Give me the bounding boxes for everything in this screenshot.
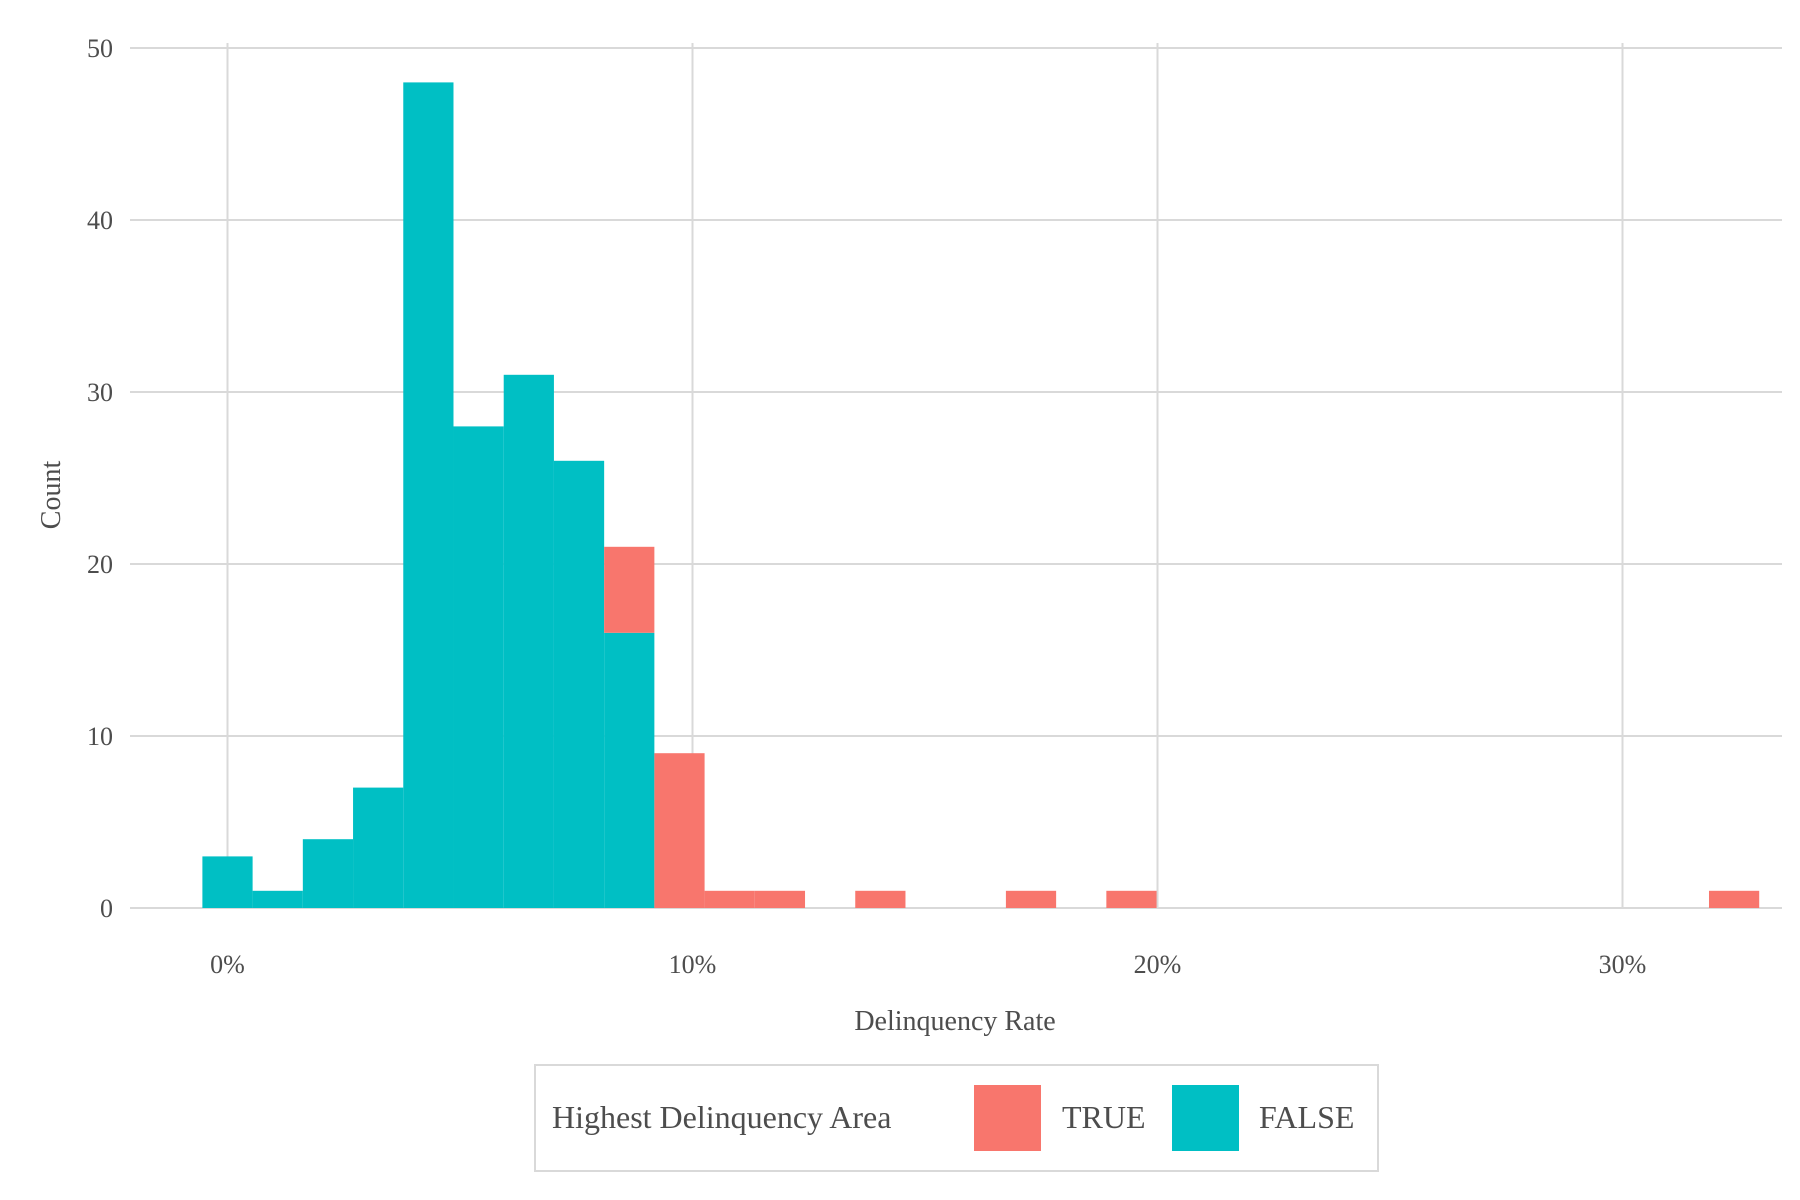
x-axis-title: Delinquency Rate bbox=[854, 1006, 1055, 1037]
y-tick-label-4: 40 bbox=[87, 206, 113, 235]
legend: Highest Delinquency Area TRUE FALSE bbox=[534, 1064, 1379, 1172]
x-tick-label-0: 0% bbox=[210, 950, 245, 979]
y-axis-ticks: 0 10 20 30 40 50 bbox=[87, 34, 113, 923]
bar-true-13 bbox=[855, 890, 906, 908]
bar-false-4 bbox=[403, 82, 454, 908]
legend-title: Highest Delinquency Area bbox=[552, 1099, 891, 1135]
histogram-bars bbox=[202, 82, 1760, 908]
y-tick-label-1: 10 bbox=[87, 722, 113, 751]
y-axis-title: Count bbox=[36, 461, 67, 530]
y-tick-label-5: 50 bbox=[87, 34, 113, 63]
bar-true-16 bbox=[1005, 890, 1057, 908]
bar-true-10 bbox=[704, 890, 755, 908]
legend-swatch-true bbox=[974, 1085, 1041, 1151]
legend-swatch-false bbox=[1172, 1085, 1239, 1151]
y-tick-label-3: 30 bbox=[87, 378, 113, 407]
bar-true-9 bbox=[654, 753, 705, 908]
bar-true-11 bbox=[754, 890, 806, 908]
x-tick-label-2: 20% bbox=[1134, 950, 1182, 979]
bar-true-18 bbox=[1106, 890, 1157, 908]
x-tick-label-3: 30% bbox=[1599, 950, 1647, 979]
x-tick-label-1: 10% bbox=[669, 950, 717, 979]
x-axis-ticks: 0% 10% 20% 30% bbox=[210, 950, 1646, 979]
bar-true-8 bbox=[604, 546, 655, 633]
bar-false-2 bbox=[302, 839, 354, 908]
bar-false-7 bbox=[553, 460, 605, 908]
bar-true-30 bbox=[1708, 890, 1760, 908]
y-tick-label-0: 0 bbox=[100, 894, 113, 923]
bar-false-5 bbox=[453, 426, 504, 908]
legend-label-false: FALSE bbox=[1259, 1099, 1354, 1135]
y-tick-label-2: 20 bbox=[87, 550, 113, 579]
bar-false-3 bbox=[353, 787, 404, 908]
bar-false-8 bbox=[604, 632, 655, 908]
bar-false-6 bbox=[503, 374, 554, 908]
bar-false-1 bbox=[252, 890, 303, 908]
grid-lines bbox=[130, 43, 1782, 909]
legend-label-true: TRUE bbox=[1062, 1099, 1146, 1135]
bar-false-0 bbox=[202, 856, 253, 908]
